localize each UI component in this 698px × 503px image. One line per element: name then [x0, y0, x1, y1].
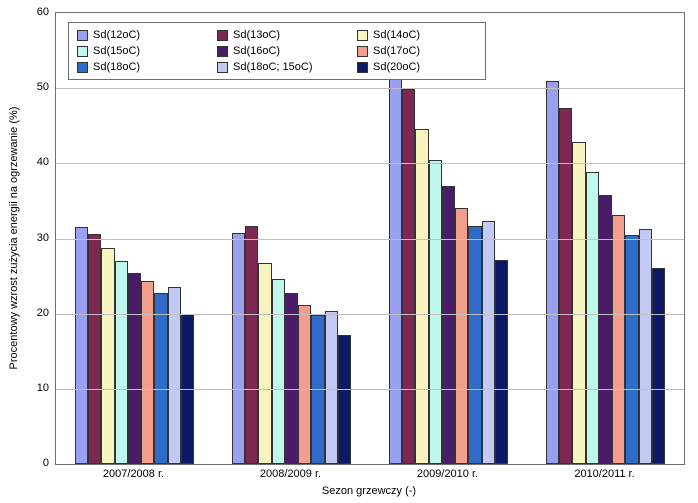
legend-label: Sd(14oC) [373, 29, 420, 41]
bar [298, 305, 311, 464]
bar [245, 226, 258, 464]
gridline [56, 314, 684, 315]
legend-swatch [357, 62, 368, 73]
legend-label: Sd(16oC) [233, 45, 280, 57]
legend-item: Sd(18oC; 15oC) [217, 61, 337, 73]
bar [639, 229, 652, 464]
x-category-label: 2010/2011 r. [574, 468, 634, 480]
legend-label: Sd(18oC) [93, 61, 140, 73]
bar [442, 186, 455, 464]
bar [546, 81, 559, 464]
bar [559, 108, 572, 464]
bar [495, 260, 508, 464]
legend-row: Sd(15oC) Sd(16oC) Sd(17oC) [77, 45, 477, 57]
bar [599, 195, 612, 464]
y-tick-label: 30 [37, 232, 49, 244]
y-tick-label: 50 [37, 81, 49, 93]
legend-label: Sd(13oC) [233, 29, 280, 41]
legend-item: Sd(14oC) [357, 29, 477, 41]
y-tick-label: 60 [37, 6, 49, 18]
y-tick-label: 10 [37, 382, 49, 394]
legend-item: Sd(20oC) [357, 61, 477, 73]
x-category-label: 2007/2008 r. [103, 468, 164, 480]
bar [389, 58, 402, 464]
legend-row: Sd(18oC) Sd(18oC; 15oC) Sd(20oC) [77, 61, 477, 73]
bar [272, 279, 285, 464]
y-tick-label: 0 [43, 457, 49, 469]
legend-swatch [217, 46, 228, 57]
legend-swatch [357, 46, 368, 57]
bar [586, 172, 599, 464]
legend-item: Sd(15oC) [77, 45, 197, 57]
legend-label: Sd(18oC; 15oC) [233, 61, 313, 73]
bar [572, 142, 585, 464]
legend: Sd(12oC) Sd(13oC) Sd(14oC) Sd(15oC) Sd(16oC)… [68, 22, 486, 80]
x-category-label: 2008/2009 r. [260, 468, 321, 480]
bar [415, 129, 428, 464]
legend-swatch [77, 46, 88, 57]
bar [258, 263, 271, 464]
bar [115, 261, 128, 464]
bar [141, 281, 154, 464]
y-tick-label: 40 [37, 156, 49, 168]
legend-row: Sd(12oC) Sd(13oC) Sd(14oC) [77, 29, 477, 41]
legend-label: Sd(17oC) [373, 45, 420, 57]
legend-swatch [217, 30, 228, 41]
legend-item: Sd(12oC) [77, 29, 197, 41]
bar [154, 293, 167, 464]
x-axis-title: Sezon grzewczy (-) [55, 485, 683, 497]
legend-swatch [77, 62, 88, 73]
y-axis-title: Procentowy wzrost zużycia energii na ogr… [8, 106, 20, 369]
bar [455, 208, 468, 464]
bar [101, 248, 114, 464]
bar [88, 234, 101, 464]
bar [338, 335, 351, 464]
bar [402, 89, 415, 464]
grouped-bar-chart: Procentowy wzrost zużycia energii na ogr… [0, 0, 698, 503]
legend-label: Sd(20oC) [373, 61, 420, 73]
legend-item: Sd(16oC) [217, 45, 337, 57]
legend-item: Sd(18oC) [77, 61, 197, 73]
bar [232, 233, 245, 464]
gridline [56, 389, 684, 390]
bar [652, 268, 665, 464]
legend-item: Sd(17oC) [357, 45, 477, 57]
bar [612, 215, 625, 464]
gridline [56, 88, 684, 89]
legend-item: Sd(13oC) [217, 29, 337, 41]
bar [128, 273, 141, 464]
bar [325, 311, 338, 464]
legend-label: Sd(12oC) [93, 29, 140, 41]
gridline [56, 163, 684, 164]
gridline [56, 239, 684, 240]
bar [625, 235, 638, 464]
legend-label: Sd(15oC) [93, 45, 140, 57]
bar [468, 226, 481, 464]
bar [429, 160, 442, 464]
y-tick-label: 20 [37, 307, 49, 319]
legend-swatch [217, 62, 228, 73]
bar [75, 227, 88, 464]
legend-swatch [77, 30, 88, 41]
legend-swatch [357, 30, 368, 41]
bar [285, 293, 298, 464]
x-category-label: 2009/2010 r. [417, 468, 478, 480]
bar [482, 221, 495, 464]
